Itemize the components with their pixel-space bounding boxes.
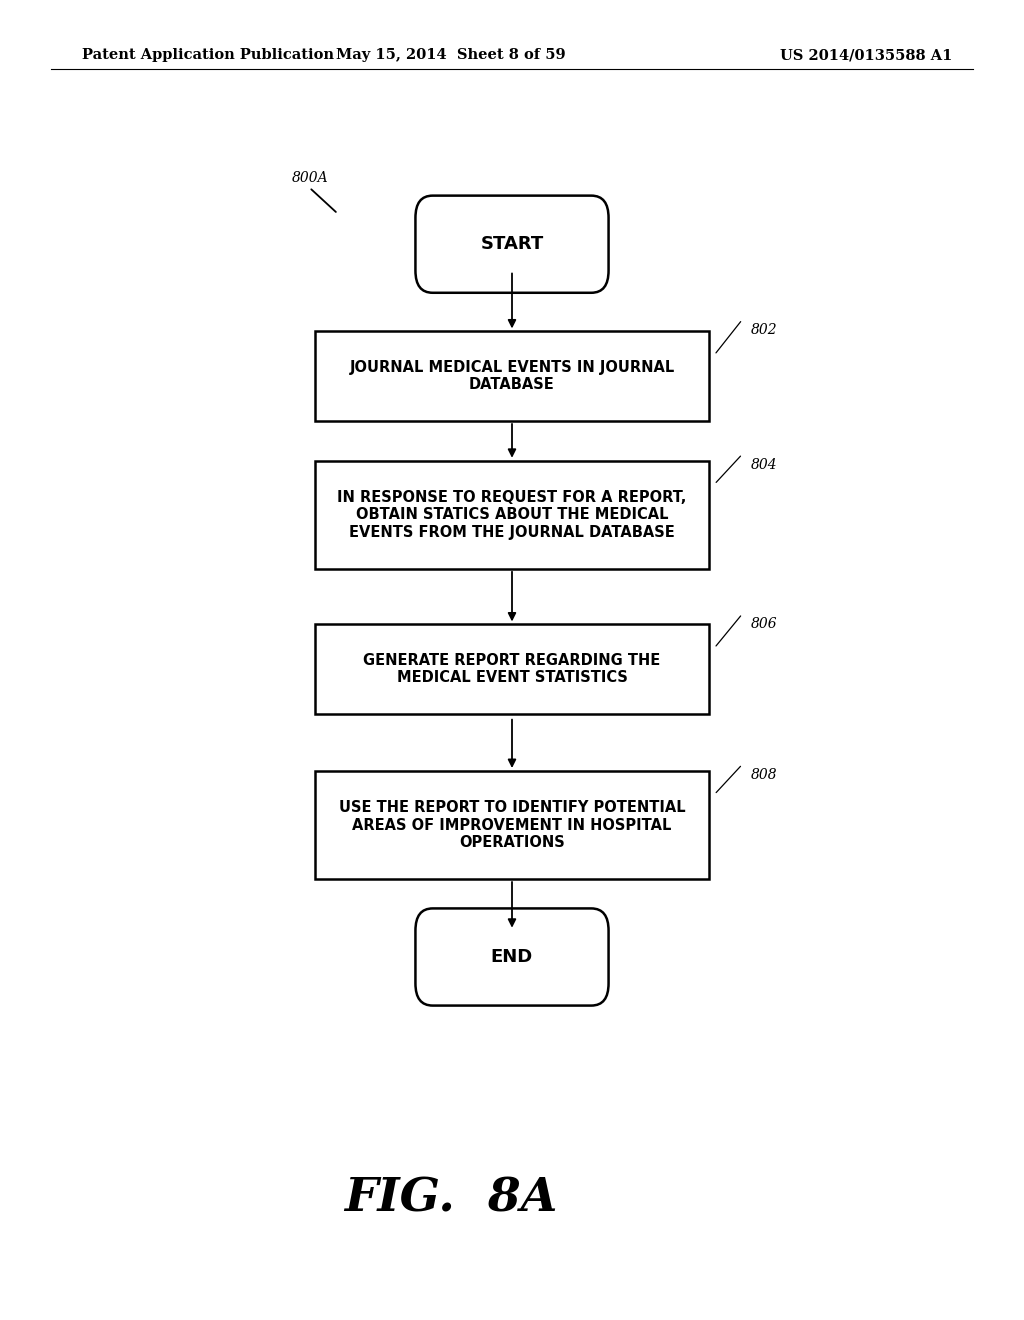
FancyBboxPatch shape [416, 908, 608, 1006]
Text: USE THE REPORT TO IDENTIFY POTENTIAL
AREAS OF IMPROVEMENT IN HOSPITAL
OPERATIONS: USE THE REPORT TO IDENTIFY POTENTIAL ARE… [339, 800, 685, 850]
Text: 800A: 800A [292, 172, 329, 185]
Text: GENERATE REPORT REGARDING THE
MEDICAL EVENT STATISTICS: GENERATE REPORT REGARDING THE MEDICAL EV… [364, 653, 660, 685]
FancyBboxPatch shape [315, 461, 709, 569]
FancyBboxPatch shape [315, 331, 709, 421]
Text: May 15, 2014  Sheet 8 of 59: May 15, 2014 Sheet 8 of 59 [336, 49, 565, 62]
FancyBboxPatch shape [416, 195, 608, 293]
Text: JOURNAL MEDICAL EVENTS IN JOURNAL
DATABASE: JOURNAL MEDICAL EVENTS IN JOURNAL DATABA… [349, 360, 675, 392]
FancyBboxPatch shape [315, 771, 709, 879]
Text: FIG.  8A: FIG. 8A [344, 1176, 557, 1221]
Text: IN RESPONSE TO REQUEST FOR A REPORT,
OBTAIN STATICS ABOUT THE MEDICAL
EVENTS FRO: IN RESPONSE TO REQUEST FOR A REPORT, OBT… [337, 490, 687, 540]
Text: 806: 806 [751, 618, 777, 631]
Text: 808: 808 [751, 768, 777, 781]
Text: 804: 804 [751, 458, 777, 471]
Text: 802: 802 [751, 323, 777, 337]
FancyBboxPatch shape [315, 624, 709, 714]
Text: START: START [480, 235, 544, 253]
Text: END: END [490, 948, 534, 966]
Text: US 2014/0135588 A1: US 2014/0135588 A1 [780, 49, 952, 62]
Text: Patent Application Publication: Patent Application Publication [82, 49, 334, 62]
